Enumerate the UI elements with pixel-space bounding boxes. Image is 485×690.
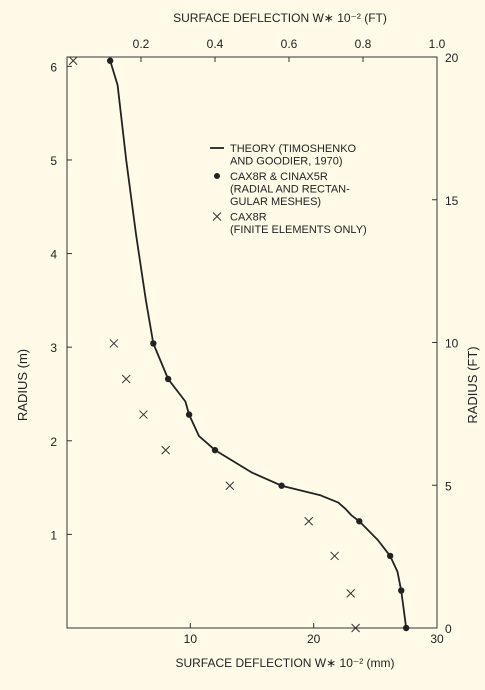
x-marker	[161, 445, 171, 455]
x-marker	[212, 212, 222, 221]
x-marker	[121, 374, 131, 384]
legend-entry-text: (RADIAL AND RECTAN-	[230, 184, 350, 196]
cax8r-cinax5r-point	[150, 340, 157, 347]
x-marker-stroke	[351, 623, 360, 633]
x-marker-stroke	[330, 551, 339, 561]
legend-entry-text: GULAR MESHES)	[230, 196, 321, 208]
bottom-tick-label: 10	[184, 632, 198, 646]
top-tick-label: 0.6	[281, 37, 298, 51]
x-marker-stroke	[225, 481, 235, 491]
legend-entry-text: CAX8R & CINAX5R	[230, 171, 328, 183]
right-tick-label: 20	[445, 51, 459, 65]
x-marker-stroke	[139, 410, 148, 419]
cax8r-cinax5r-point	[185, 411, 193, 418]
cax8r-cinax5r-point	[402, 624, 410, 632]
cax8r-cinax5r-point	[386, 552, 394, 560]
x-marker-stroke	[212, 212, 222, 221]
bottom-tick-label: 20	[307, 632, 321, 646]
left-tick-label: 2	[50, 435, 57, 449]
left-tick-label: 3	[50, 341, 57, 355]
cax8r-cinax5r-point	[356, 518, 363, 525]
cax8r-cinax5r-point	[106, 57, 114, 64]
top-tick-label: 1.0	[429, 37, 446, 51]
legend-entry-text: THEORY (TIMOSHENKO	[230, 143, 357, 155]
legend-entry-text: (FINITE ELEMENTS ONLY)	[230, 224, 367, 236]
x-marker	[109, 339, 119, 348]
data-series	[68, 56, 410, 633]
top-tick-label: 0.2	[133, 37, 150, 51]
right-axis-title: RADIUS (FT)	[465, 346, 480, 423]
x-marker	[304, 516, 314, 526]
x-marker-stroke	[68, 56, 78, 66]
cax8r-cinax5r-point	[164, 375, 172, 383]
right-tick-label: 0	[445, 622, 452, 636]
right-tick-label: 15	[445, 194, 459, 208]
x-marker-stroke	[109, 339, 119, 348]
axis-ticks: 10 20 30 0.2 0.4 0.6 0.8 1.0 1 2 3 4 5 6 0 5 10 15 20	[50, 37, 458, 646]
x-marker-stroke	[304, 516, 314, 526]
x-marker	[68, 56, 78, 66]
left-tick-label: 5	[50, 154, 57, 168]
top-axis-title: SURFACE DEFLECTION W∗ 10⁻² (FT)	[173, 11, 387, 25]
x-marker-stroke	[121, 374, 131, 384]
legend-entry-text: AND GOODIER, 1970)	[230, 156, 342, 168]
x-marker-stroke	[161, 445, 171, 455]
bottom-axis-title: SURFACE DEFLECTION W∗ 10⁻² (mm)	[175, 656, 394, 670]
x-marker	[351, 623, 360, 633]
right-tick-label: 5	[445, 479, 452, 493]
left-axis-title: RADIUS (m)	[15, 349, 30, 421]
right-tick-label: 10	[445, 337, 459, 351]
legend-dot-marker	[214, 173, 220, 179]
x-marker-stroke	[346, 589, 356, 598]
left-tick-label: 1	[50, 528, 57, 542]
top-tick-label: 0.4	[207, 37, 224, 51]
x-marker	[139, 410, 148, 419]
left-tick-label: 4	[50, 248, 57, 262]
x-marker	[225, 481, 235, 491]
x-marker	[330, 551, 339, 561]
cax8r-cinax5r-point	[398, 587, 405, 594]
left-tick-label: 6	[50, 60, 57, 74]
bottom-tick-label: 30	[430, 632, 444, 646]
cax8r-cinax5r-point	[211, 446, 219, 454]
x-marker	[346, 589, 356, 598]
top-tick-label: 0.8	[355, 37, 372, 51]
cax8r-cinax5r-point	[278, 482, 285, 489]
legend-entry-text: CAX8R	[230, 212, 267, 224]
